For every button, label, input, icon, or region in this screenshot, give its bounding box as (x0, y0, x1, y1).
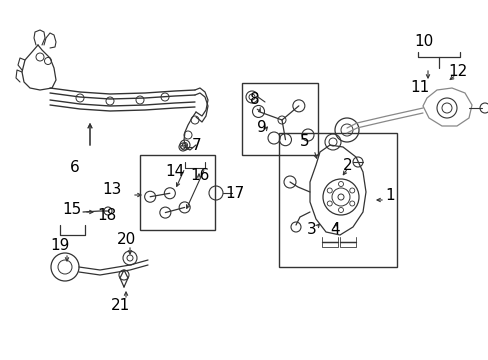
Bar (242, 83, 317, 155)
Bar (279, 133, 396, 267)
Text: 12: 12 (447, 64, 467, 80)
Text: 1: 1 (385, 188, 394, 202)
Text: 20: 20 (116, 233, 135, 248)
Text: 5: 5 (300, 135, 309, 149)
Text: 19: 19 (50, 238, 70, 252)
Text: 14: 14 (165, 165, 184, 180)
Text: 11: 11 (409, 81, 429, 95)
Text: 13: 13 (102, 183, 122, 198)
Text: 21: 21 (111, 297, 130, 312)
Text: 4: 4 (329, 222, 339, 238)
Text: 15: 15 (62, 202, 81, 217)
Text: 16: 16 (190, 167, 209, 183)
Text: 8: 8 (250, 93, 259, 108)
Text: 17: 17 (225, 185, 244, 201)
Text: 7: 7 (192, 138, 202, 153)
Text: 9: 9 (257, 121, 266, 135)
Bar (140, 155, 215, 230)
Text: 10: 10 (413, 35, 433, 49)
Text: 18: 18 (97, 207, 116, 222)
Text: 2: 2 (343, 158, 352, 172)
Text: 3: 3 (306, 222, 316, 238)
Text: 6: 6 (70, 161, 80, 175)
